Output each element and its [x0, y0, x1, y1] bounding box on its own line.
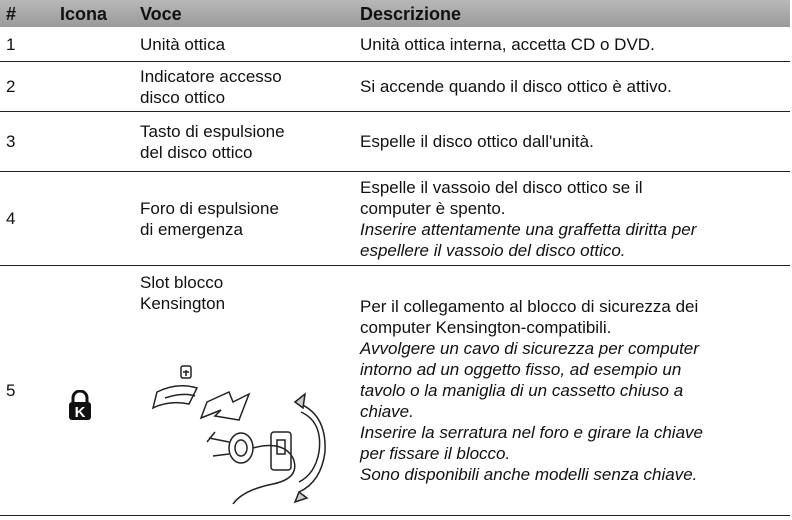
table-row: 4 Foro di espulsione di emergenza Espelle i… — [0, 172, 790, 266]
description-line: tavolo o la maniglia di un cassetto chiu… — [360, 381, 684, 400]
row-number: 4 — [6, 209, 16, 228]
item-line: disco ottico — [140, 87, 226, 107]
table-header: # Icona Voce Descrizione — [0, 0, 790, 27]
description-line: Avvolgere un cavo di sicurezza per compu… — [360, 339, 699, 358]
description-paragraph: Per il collegamento al blocco di sicurez… — [360, 296, 790, 338]
item-line: Unità ottica — [140, 35, 226, 54]
description-paragraph: Espelle il vassoio del disco ottico se i… — [360, 177, 790, 219]
item-cell: Foro di espulsione di emergenza — [140, 172, 279, 265]
svg-text:K: K — [75, 404, 86, 421]
header-cell: # — [6, 4, 17, 24]
description-paragraph: Inserire attentamente una graffetta diri… — [360, 219, 790, 261]
description-cell: Si accende quando il disco ottico è atti… — [360, 62, 790, 111]
description-cell: Espelle il vassoio del disco ottico se i… — [360, 172, 790, 265]
description-paragraph: Avvolgere un cavo di sicurezza per compu… — [360, 338, 790, 422]
description-line: Inserire attentamente una graffetta diri… — [360, 219, 697, 239]
row-number: 5 — [6, 381, 16, 400]
description-paragraph: Inserire la serratura nel foro e girare … — [360, 422, 790, 464]
description-line: intorno ad un oggetto fisso, ad esempio … — [360, 360, 682, 379]
description-line: Inserire la serratura nel foro e girare … — [360, 423, 703, 442]
description-paragraph: Sono disponibili anche modelli senza chi… — [360, 464, 790, 485]
description-line: computer Kensington-compatibili. — [360, 318, 612, 337]
description-line: Si accende quando il disco ottico è atti… — [360, 77, 672, 96]
item-cell: Indicatore accesso disco ottico — [140, 62, 282, 111]
table-row: 3 Tasto di espulsione del disco ottico Espe… — [0, 112, 790, 172]
item-line: del disco ottico — [140, 142, 253, 162]
header-cell: Voce — [140, 4, 182, 24]
description-line: espellere il vassoio del disco ottico. — [360, 240, 626, 260]
row-number: 2 — [6, 77, 16, 96]
item-cell: Tasto di espulsione del disco ottico — [140, 112, 285, 171]
item-cell: Unità ottica — [140, 28, 225, 61]
kensington-illustration — [151, 365, 326, 505]
description-paragraph: Unità ottica interna, accetta CD o DVD. — [360, 34, 790, 55]
description-line: per fissare il blocco. — [360, 444, 511, 463]
row-number-cell: 4 — [6, 172, 15, 265]
row-number-cell: 5 — [6, 266, 15, 515]
kensington-icon: K — [69, 390, 91, 421]
row-number: 3 — [6, 132, 16, 151]
header-cell: Icona — [60, 4, 108, 24]
description-paragraph: Espelle il disco ottico dall'unità. — [360, 131, 790, 152]
item-cell: Slot blocco Kensington — [140, 266, 225, 515]
table-row: 5 Slot blocco Kensington Per il collegament… — [0, 266, 790, 516]
header-cell: Descrizione — [360, 4, 462, 24]
description-cell: Unità ottica interna, accetta CD o DVD. — [360, 28, 790, 61]
description-cell: Espelle il disco ottico dall'unità. — [360, 112, 790, 171]
item-line: Foro di espulsione — [140, 198, 279, 218]
description-paragraph: Si accende quando il disco ottico è atti… — [360, 76, 790, 97]
description-line: Per il collegamento al blocco di sicurez… — [360, 297, 699, 316]
item-line: Kensington — [140, 294, 226, 313]
description-line: chiave. — [360, 402, 414, 421]
description-line: computer è spento. — [360, 198, 506, 218]
table-row: 2 Indicatore accesso disco ottico Si accend… — [0, 62, 790, 112]
item-line: Tasto di espulsione — [140, 121, 285, 141]
row-number: 1 — [6, 35, 16, 54]
row-number-cell: 3 — [6, 112, 15, 171]
description-line: Espelle il vassoio del disco ottico se i… — [360, 177, 643, 197]
description-line: Espelle il disco ottico dall'unità. — [360, 132, 594, 151]
item-line: Indicatore accesso — [140, 66, 282, 86]
description-cell: Per il collegamento al blocco di sicurez… — [360, 266, 790, 515]
description-line: Unità ottica interna, accetta CD o DVD. — [360, 35, 655, 54]
description-line: Sono disponibili anche modelli senza chi… — [360, 465, 698, 484]
item-line: Slot blocco — [140, 273, 224, 292]
row-number-cell: 1 — [6, 28, 15, 61]
row-number-cell: 2 — [6, 62, 15, 111]
item-line: di emergenza — [140, 219, 244, 239]
table-row: 1 Unità ottica Unità ottica interna, accet… — [0, 28, 790, 62]
